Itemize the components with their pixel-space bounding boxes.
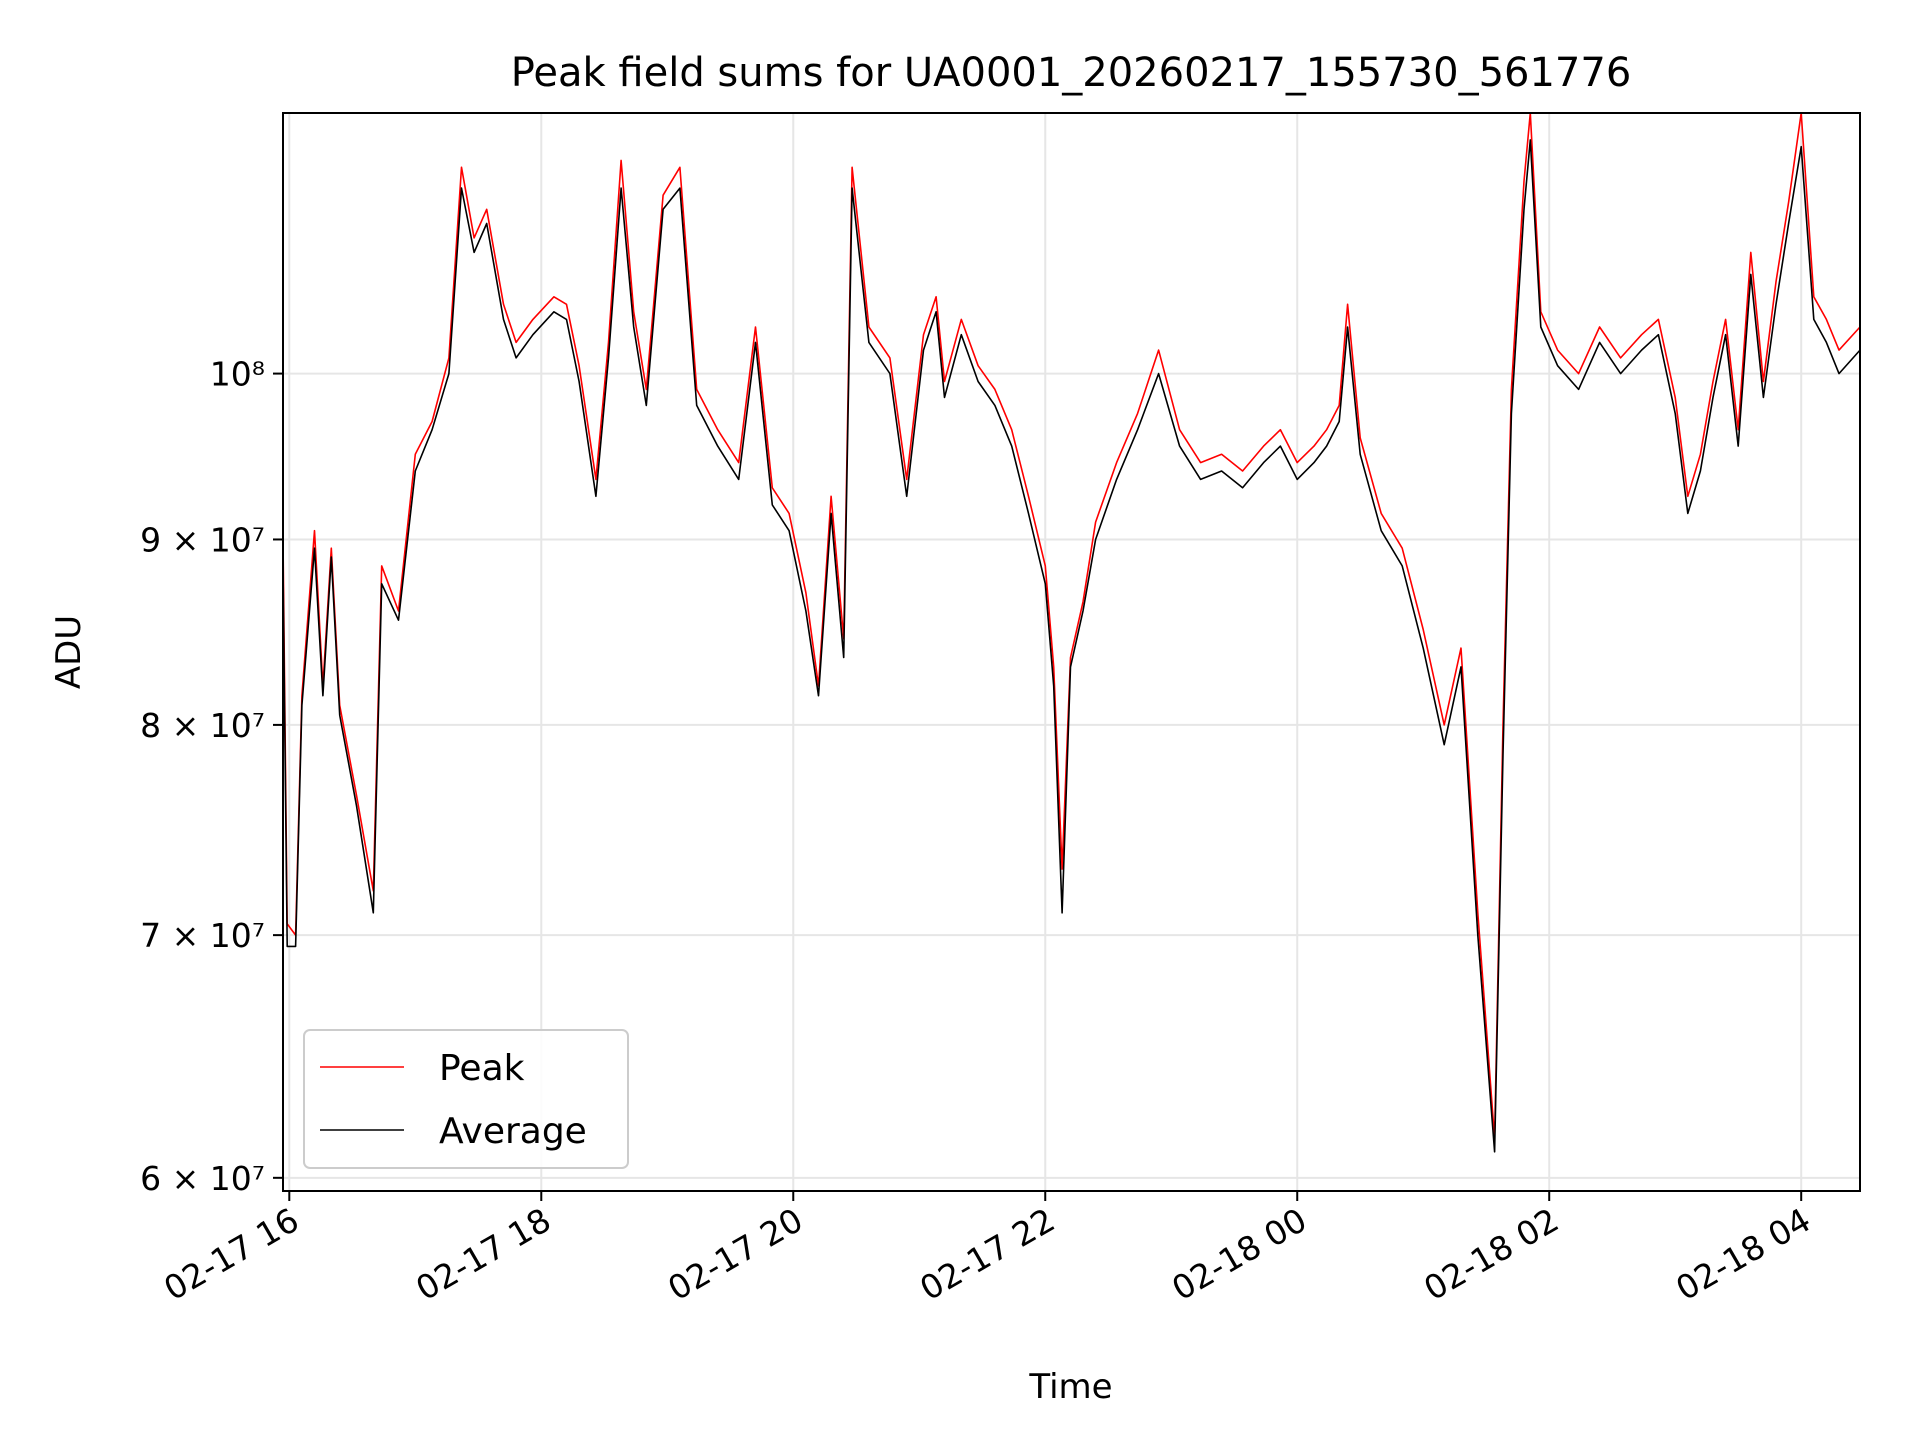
legend-box: [303, 1029, 629, 1169]
grid: [283, 113, 1860, 1191]
chart-title: Peak field sums for UA0001_20260217_1557…: [511, 50, 1632, 96]
y-tick-label: 9 × 10⁷: [140, 520, 265, 559]
plot-frame: [282, 112, 1861, 1192]
legend-label-average: Average: [439, 1111, 587, 1152]
series-layer: [282, 112, 1861, 1153]
y-tick-label: 6 × 10⁷: [140, 1159, 265, 1198]
y-axis-label: ADU: [49, 615, 89, 689]
y-tick-label: 10⁸: [210, 355, 265, 394]
legend: Peak Average: [303, 1029, 629, 1169]
series-line-average: [282, 139, 1861, 1153]
y-tick-label: 7 × 10⁷: [140, 916, 265, 955]
y-tick-label: 8 × 10⁷: [140, 706, 265, 745]
legend-label-peak: Peak: [439, 1048, 525, 1089]
series-line-peak: [282, 112, 1861, 1140]
x-axis-label: Time: [1028, 1367, 1112, 1407]
